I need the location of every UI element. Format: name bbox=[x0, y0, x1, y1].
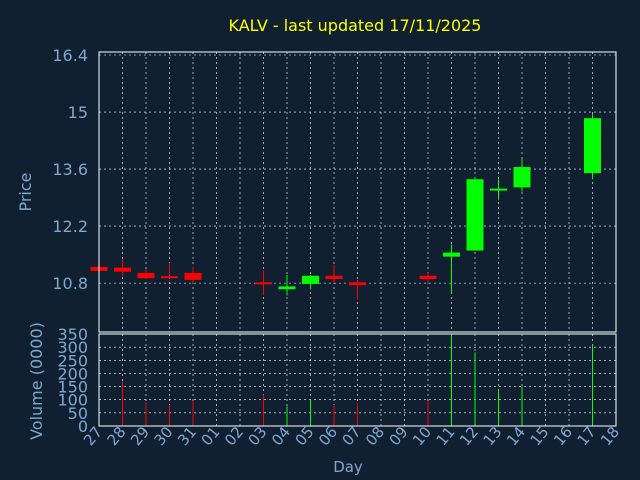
price-y-tick-label: 16.4 bbox=[52, 46, 88, 65]
volume-y-tick-label: 0 bbox=[78, 417, 88, 436]
candle-body bbox=[302, 275, 319, 284]
candle-body bbox=[184, 272, 202, 280]
volume-y-tick-label: 350 bbox=[57, 325, 88, 344]
candle-body bbox=[137, 272, 155, 279]
candle-body bbox=[161, 276, 178, 279]
price-y-ticks: 16.4 15 13.6 12.2 10.8 bbox=[52, 46, 88, 293]
x-axis-label: Day bbox=[333, 458, 363, 476]
volume-y-tick-label: 200 bbox=[57, 364, 88, 383]
x-ticks: 2728293031010203040506070809101112131415… bbox=[80, 423, 623, 449]
price-y-tick-label: 15 bbox=[68, 103, 88, 122]
price-axis-label: Price bbox=[16, 172, 35, 211]
candle-body bbox=[513, 167, 531, 188]
volume-y-tick-label: 300 bbox=[57, 338, 88, 357]
chart-title: KALV - last updated 17/11/2025 bbox=[229, 16, 482, 35]
candle-body bbox=[278, 286, 296, 290]
candle-body bbox=[419, 275, 437, 280]
price-y-tick-label: 13.6 bbox=[52, 160, 88, 179]
price-y-tick-label: 12.2 bbox=[52, 217, 88, 236]
price-grid bbox=[98, 52, 617, 332]
price-y-tick-label: 10.8 bbox=[52, 274, 88, 293]
volume-bars bbox=[122, 335, 593, 426]
volume-y-tick-label: 150 bbox=[57, 378, 88, 397]
price-candles bbox=[90, 114, 601, 300]
price-plot-frame bbox=[98, 51, 617, 333]
volume-axis-label: Volume (0000) bbox=[27, 322, 46, 440]
volume-y-tick-label: 100 bbox=[57, 391, 88, 410]
candle-body bbox=[325, 275, 343, 280]
candle-body bbox=[466, 179, 484, 251]
candle-body bbox=[584, 118, 601, 174]
candle-body bbox=[443, 252, 460, 257]
volume-plot-frame bbox=[98, 333, 617, 427]
candle-body bbox=[490, 188, 507, 191]
candle-body bbox=[255, 282, 272, 285]
volume-y-tick-label: 50 bbox=[68, 404, 88, 423]
volume-y-tick-label: 250 bbox=[57, 351, 88, 370]
candle-body bbox=[349, 282, 366, 286]
candle-body bbox=[114, 267, 131, 272]
